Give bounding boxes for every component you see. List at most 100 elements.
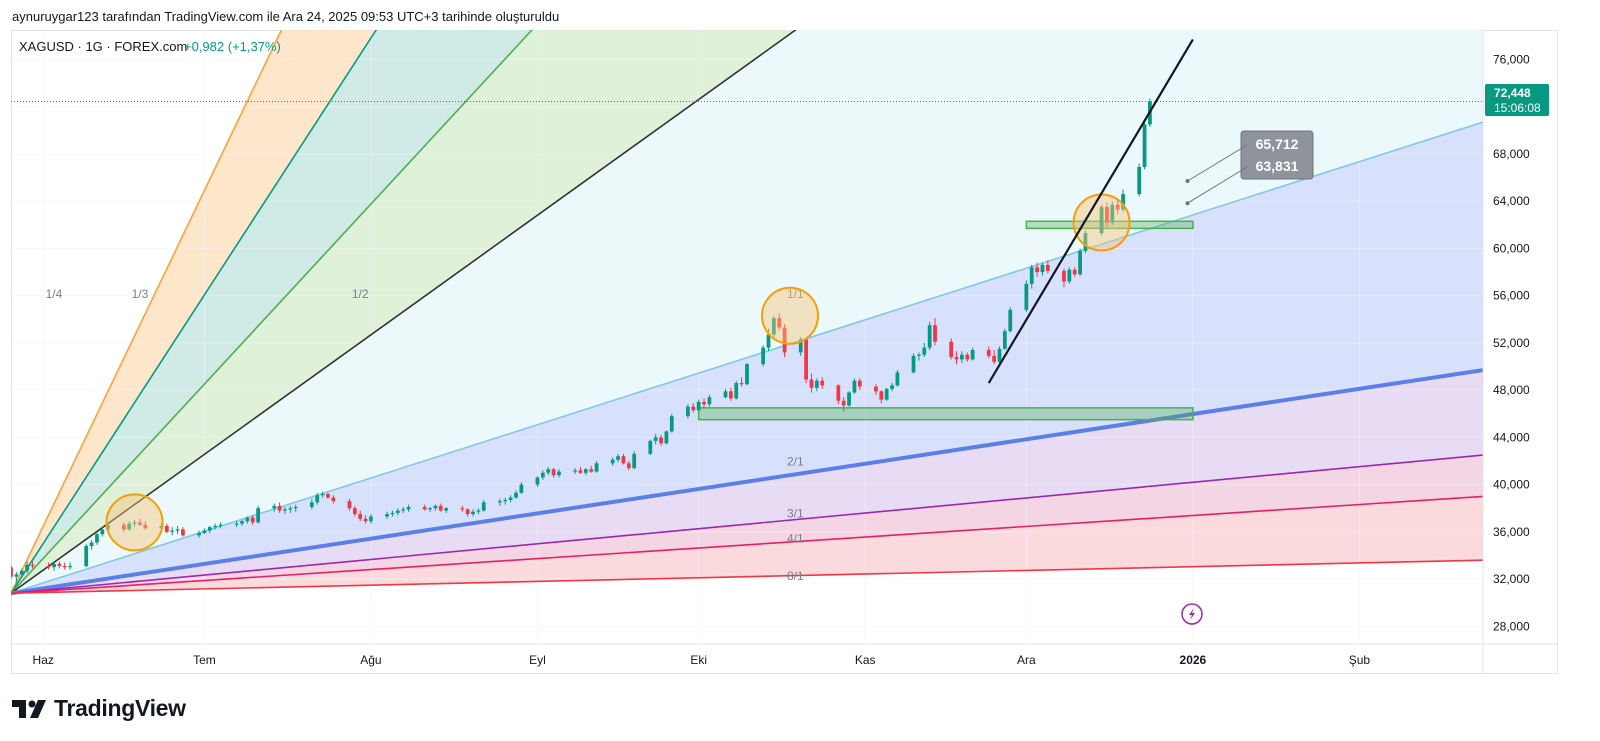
candle-body bbox=[669, 416, 674, 432]
candle-body bbox=[874, 386, 878, 392]
highlight-circle[interactable] bbox=[760, 286, 819, 345]
candle-body bbox=[514, 492, 518, 498]
candle-body bbox=[309, 502, 314, 508]
candle-body bbox=[809, 379, 814, 388]
x-tick-label: Ağu bbox=[360, 653, 381, 667]
y-tick-label: 40,000 bbox=[1493, 478, 1530, 492]
candle-body bbox=[546, 469, 551, 473]
fan-label: 8/1 bbox=[787, 569, 804, 583]
candle-body bbox=[890, 385, 894, 389]
candle-body bbox=[293, 507, 298, 509]
candle bbox=[917, 352, 921, 361]
candle-body bbox=[610, 459, 615, 464]
candle bbox=[927, 321, 932, 350]
fan-line[interactable] bbox=[11, 368, 1483, 596]
candle-body bbox=[804, 339, 808, 380]
candle bbox=[1115, 200, 1120, 215]
fan-line[interactable] bbox=[11, 559, 1483, 595]
candle-body bbox=[272, 505, 277, 509]
candle bbox=[30, 561, 35, 569]
candle bbox=[594, 460, 599, 473]
candle bbox=[804, 338, 808, 384]
candle-body bbox=[68, 566, 72, 568]
candle-body bbox=[1045, 264, 1050, 271]
candle bbox=[686, 404, 690, 419]
candle-body bbox=[240, 521, 244, 524]
candle-body bbox=[25, 564, 29, 571]
candle bbox=[1099, 204, 1104, 236]
candle-body bbox=[395, 510, 400, 513]
fan-line[interactable] bbox=[11, 30, 1483, 594]
fan-line[interactable] bbox=[11, 30, 1483, 594]
candle-body bbox=[250, 517, 255, 523]
candle bbox=[922, 342, 927, 358]
candle-body bbox=[127, 523, 132, 530]
candle-body bbox=[992, 355, 997, 362]
candle bbox=[798, 337, 803, 356]
fan-label: 4/1 bbox=[787, 531, 804, 545]
fan-line[interactable] bbox=[11, 30, 1483, 594]
candle bbox=[272, 503, 277, 512]
candle bbox=[218, 522, 223, 529]
highlight-circle[interactable] bbox=[1072, 193, 1131, 252]
candle bbox=[100, 527, 105, 537]
price-callout[interactable]: 65,712 63,831 bbox=[1185, 130, 1314, 206]
symbol-legend[interactable]: XAGUSD · 1G · FOREX.com +0,982 (+1,37%) bbox=[19, 39, 281, 54]
candle-body bbox=[1115, 204, 1120, 210]
candle bbox=[696, 399, 701, 412]
support-zone[interactable] bbox=[1025, 220, 1194, 230]
candle bbox=[729, 387, 733, 401]
candle bbox=[320, 491, 325, 498]
candle-body bbox=[390, 512, 395, 515]
candle bbox=[997, 346, 1002, 363]
candle bbox=[626, 460, 631, 471]
chart-area[interactable]: 1/4 1/3 1/2 1/1 2/1 3/1 4/1 8/1 65,712 63,831 28… bbox=[11, 30, 1558, 674]
x-tick-label: 2026 bbox=[1180, 653, 1207, 667]
candle bbox=[691, 403, 696, 413]
candle bbox=[369, 514, 373, 524]
candle bbox=[288, 505, 293, 513]
candle bbox=[164, 523, 169, 534]
candle-body bbox=[401, 509, 406, 511]
candle-body bbox=[1072, 269, 1077, 275]
candle-body bbox=[917, 354, 921, 356]
candle-body bbox=[1078, 250, 1082, 275]
candle bbox=[551, 468, 556, 478]
fan-line[interactable] bbox=[11, 454, 1483, 595]
candle-body bbox=[95, 534, 99, 543]
price-badge: 72,448 15:06:08 bbox=[1485, 84, 1549, 116]
candle bbox=[707, 394, 712, 407]
price-badge-time: 15:06:08 bbox=[1494, 101, 1541, 115]
candle-body bbox=[702, 401, 706, 405]
support-zone[interactable] bbox=[697, 407, 1194, 421]
candle bbox=[14, 571, 19, 583]
chart-caption: aynuruygar123 tarafından TradingView.com… bbox=[12, 9, 560, 24]
candle bbox=[895, 370, 900, 387]
candle bbox=[734, 380, 739, 400]
candle-body bbox=[256, 508, 261, 523]
candle-body bbox=[664, 431, 669, 444]
candle-body bbox=[14, 574, 19, 577]
candle bbox=[358, 510, 363, 522]
candle bbox=[578, 466, 583, 474]
candle bbox=[245, 516, 250, 524]
trendline[interactable] bbox=[987, 38, 1194, 384]
candle-body bbox=[573, 470, 577, 472]
fan-line[interactable] bbox=[11, 495, 1483, 595]
fan-line[interactable] bbox=[11, 30, 1483, 594]
candle bbox=[616, 453, 620, 463]
candle bbox=[363, 515, 368, 524]
candle-body bbox=[1040, 264, 1045, 273]
candle bbox=[256, 505, 261, 524]
brand-logo[interactable]: TradingView bbox=[12, 695, 186, 722]
candle-body bbox=[771, 318, 776, 335]
highlight-circle[interactable] bbox=[105, 493, 164, 552]
candle bbox=[841, 397, 846, 412]
candle bbox=[497, 498, 502, 506]
candle bbox=[202, 528, 207, 535]
symbol-label[interactable]: XAGUSD · 1G · FOREX.com bbox=[19, 39, 187, 54]
lightning-icon[interactable] bbox=[1181, 603, 1203, 625]
candle-body bbox=[503, 499, 508, 502]
candle-body bbox=[406, 507, 411, 510]
candle bbox=[309, 498, 314, 510]
